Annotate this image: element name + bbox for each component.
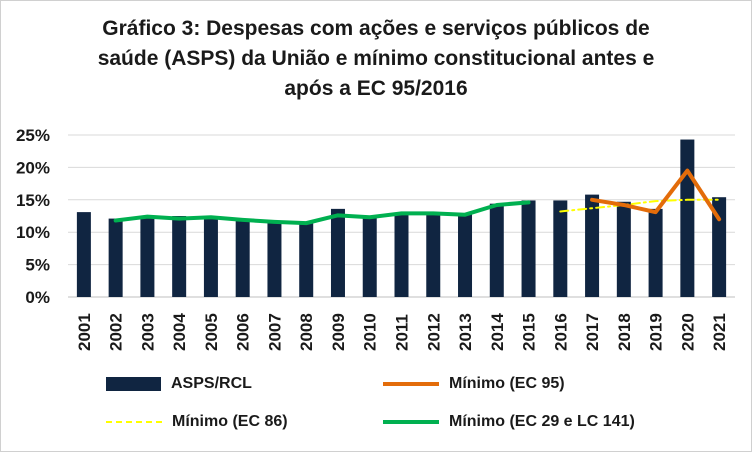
bar-2013 xyxy=(458,214,473,297)
x-tick-label: 2006 xyxy=(234,313,253,351)
legend-label-ec86: Mínimo (EC 86) xyxy=(172,413,288,430)
x-axis-ticks: 2001 2002 2003 2004 2005 2006 2007 2008 2009 2010… xyxy=(75,313,729,351)
chart-title-line-2: saúde (ASPS) da União e mínimo constituc… xyxy=(97,47,655,70)
x-tick-label: 2013 xyxy=(456,313,475,351)
legend-item-ec86: Mínimo (EC 86) xyxy=(106,413,288,431)
y-tick-label: 15% xyxy=(16,191,50,210)
bar-2012 xyxy=(426,214,441,297)
chart-title-line-3: após a EC 95/2016 xyxy=(284,77,468,100)
bar-2018 xyxy=(616,201,631,297)
line-series xyxy=(113,168,722,226)
y-tick-label: 10% xyxy=(16,223,50,242)
x-tick-label: 2004 xyxy=(170,313,189,351)
x-tick-label: 2007 xyxy=(265,313,284,351)
x-tick-label: 2018 xyxy=(615,313,634,351)
legend-label-asps: ASPS/RCL xyxy=(171,375,252,392)
x-tick-label: 2017 xyxy=(583,313,602,351)
legend-item-ec95: Mínimo (EC 95) xyxy=(383,375,565,393)
chart-title: Gráfico 3: Despesas com ações e serviços… xyxy=(40,14,712,104)
x-tick-label: 2003 xyxy=(138,313,157,351)
bar-2003 xyxy=(140,217,155,297)
x-tick-label: 2021 xyxy=(710,313,729,351)
y-axis-ticks: 0% 5% 10% 15% 20% 25% xyxy=(16,126,50,307)
line-ec95 xyxy=(590,168,722,222)
x-tick-label: 2012 xyxy=(424,313,443,351)
chart-title-line-1: Gráfico 3: Despesas com ações e serviços… xyxy=(102,17,650,40)
legend-item-ec29: Mínimo (EC 29 e LC 141) xyxy=(383,413,635,431)
bar-2001 xyxy=(76,212,91,297)
bar-2005 xyxy=(203,217,218,297)
x-tick-label: 2001 xyxy=(75,313,94,351)
x-tick-label: 2015 xyxy=(520,313,539,351)
bar-2007 xyxy=(267,222,282,297)
x-tick-label: 2020 xyxy=(678,313,697,351)
bar-2011 xyxy=(394,214,409,297)
x-tick-label: 2014 xyxy=(488,313,507,351)
bar-2015 xyxy=(521,200,536,297)
x-tick-label: 2016 xyxy=(551,313,570,351)
bar-2002 xyxy=(108,218,123,297)
bar-2006 xyxy=(235,219,250,297)
bar-2019 xyxy=(648,208,663,297)
y-tick-label: 25% xyxy=(16,126,50,145)
bar-2020 xyxy=(680,139,695,297)
bar-2021 xyxy=(712,197,727,297)
bar-2004 xyxy=(172,216,187,297)
bar-2009 xyxy=(330,208,345,297)
bar-2010 xyxy=(362,216,377,297)
y-tick-label: 5% xyxy=(25,256,50,275)
x-tick-label: 2011 xyxy=(393,314,412,351)
x-tick-label: 2010 xyxy=(361,313,380,351)
legend-swatch-asps xyxy=(106,377,161,391)
legend-swatch-ec29 xyxy=(383,420,439,424)
legend-label-ec29: Mínimo (EC 29 e LC 141) xyxy=(449,413,635,430)
legend-swatch-ec95 xyxy=(383,382,439,386)
legend-label-ec95: Mínimo (EC 95) xyxy=(449,375,565,392)
bar-2016 xyxy=(553,200,568,297)
line-ec86 xyxy=(559,198,721,213)
x-tick-label: 2009 xyxy=(329,313,348,351)
bar-2008 xyxy=(299,222,314,297)
bar-2014 xyxy=(489,203,504,297)
x-tick-label: 2008 xyxy=(297,313,316,351)
x-tick-label: 2005 xyxy=(202,313,221,351)
legend-swatch-ec86 xyxy=(106,421,162,423)
y-tick-label: 0% xyxy=(25,288,50,307)
bar-series xyxy=(76,139,727,297)
bar-2017 xyxy=(585,194,600,297)
x-tick-label: 2019 xyxy=(647,313,666,351)
legend-item-asps: ASPS/RCL xyxy=(106,375,252,393)
x-tick-label: 2002 xyxy=(107,313,126,351)
y-tick-label: 20% xyxy=(16,158,50,177)
line-ec29 xyxy=(113,200,531,226)
